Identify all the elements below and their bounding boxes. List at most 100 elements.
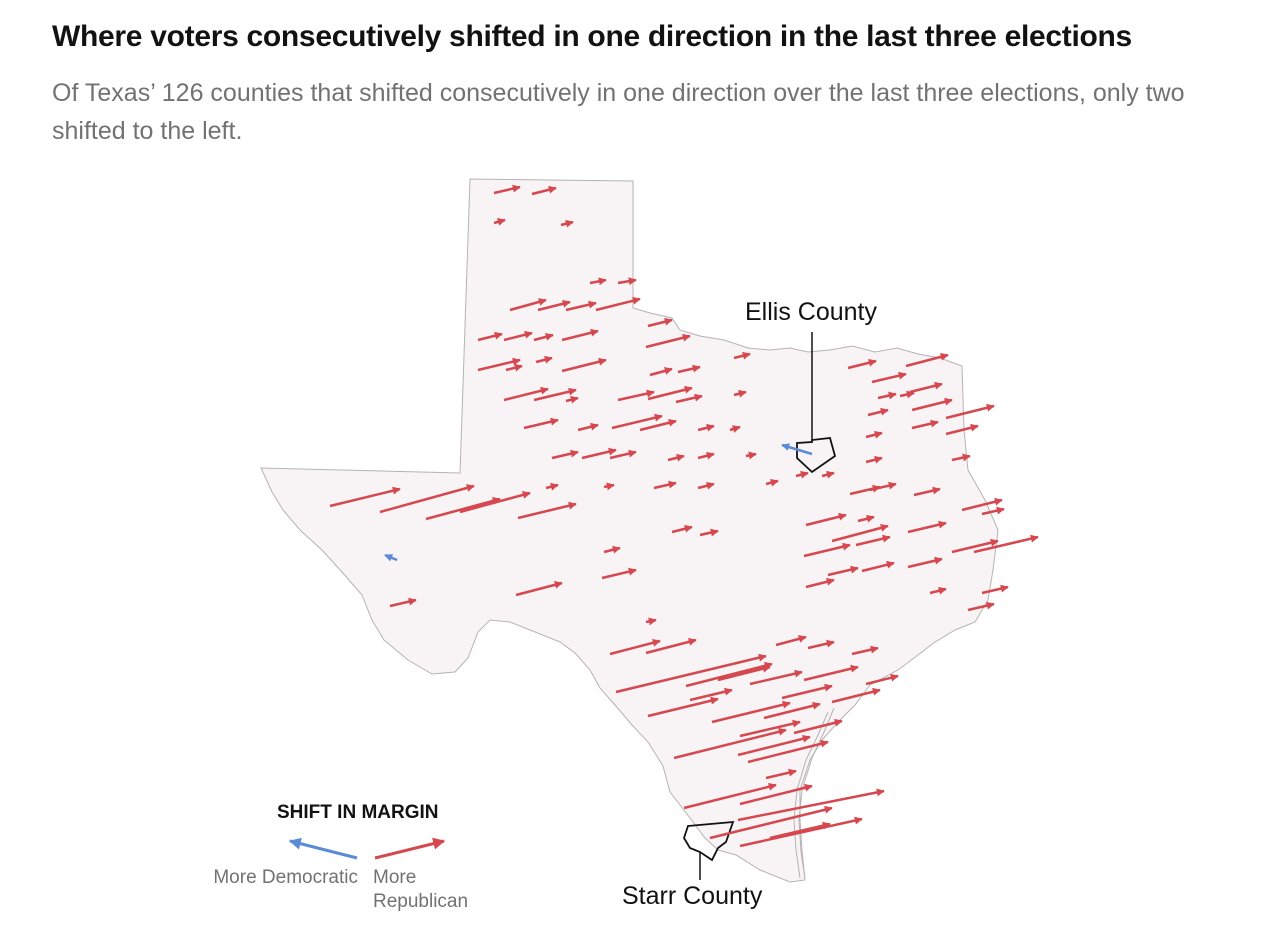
shift-arrow-republican bbox=[671, 524, 693, 534]
shift-arrow-republican bbox=[503, 330, 533, 342]
shift-arrow-republican bbox=[645, 637, 697, 655]
shift-arrow-republican bbox=[765, 768, 797, 780]
shift-arrow-republican bbox=[561, 328, 599, 342]
shift-arrow-republican bbox=[739, 816, 863, 848]
shift-arrow-republican bbox=[827, 565, 859, 577]
shift-arrow-republican bbox=[981, 584, 1009, 595]
shift-arrow-republican bbox=[617, 389, 655, 402]
shift-arrow-republican bbox=[677, 364, 701, 374]
shift-arrow-republican bbox=[689, 687, 733, 702]
ellis-county-label: Ellis County bbox=[745, 298, 877, 326]
shift-arrow-republican bbox=[803, 542, 851, 558]
shift-arrow-republican bbox=[523, 417, 559, 430]
shift-arrow-republican bbox=[929, 586, 947, 595]
shift-arrow-republican bbox=[673, 727, 787, 760]
shift-arrow-republican bbox=[565, 300, 597, 312]
shift-arrow-republican bbox=[697, 451, 715, 460]
shift-arrow-republican bbox=[581, 447, 617, 460]
shift-arrow-republican bbox=[601, 567, 637, 580]
shift-arrow-republican bbox=[639, 418, 677, 432]
shift-arrow-republican bbox=[699, 528, 719, 537]
shift-arrow-republican bbox=[775, 634, 807, 647]
shift-arrow-democratic bbox=[781, 443, 813, 456]
shift-arrow-republican bbox=[603, 545, 621, 554]
shift-arrow-republican bbox=[865, 673, 899, 686]
shift-arrow-republican bbox=[717, 664, 771, 682]
texas-outline bbox=[260, 178, 999, 883]
shift-arrow-republican bbox=[781, 683, 833, 700]
shift-arrow-republican bbox=[560, 219, 574, 228]
shift-arrow-republican bbox=[329, 486, 401, 508]
shift-arrow-republican bbox=[609, 449, 637, 460]
shift-arrow-republican bbox=[739, 783, 813, 806]
shift-arrow-republican bbox=[951, 453, 971, 462]
shift-arrow-republican bbox=[795, 470, 809, 479]
shift-arrow-republican bbox=[831, 523, 889, 543]
shift-arrow-republican bbox=[493, 184, 521, 195]
shift-arrow-republican bbox=[861, 560, 895, 573]
shift-arrow-republican bbox=[697, 481, 715, 490]
shift-arrow-republican bbox=[945, 423, 979, 436]
shift-arrow-republican bbox=[951, 538, 999, 554]
shift-arrow-republican bbox=[981, 506, 1005, 516]
shift-arrow-republican bbox=[685, 661, 773, 688]
shift-arrow-republican bbox=[831, 687, 881, 704]
shift-arrow-republican bbox=[855, 534, 891, 547]
shift-arrow-republican bbox=[617, 277, 637, 286]
shift-arrow-republican bbox=[595, 296, 641, 312]
shift-arrow-republican bbox=[561, 357, 607, 373]
shift-arrow-republican bbox=[425, 497, 501, 521]
shift-arrow-republican bbox=[545, 482, 559, 491]
shift-arrow-republican bbox=[505, 363, 523, 372]
shift-arrow-republican bbox=[477, 331, 503, 342]
shift-arrow-republican bbox=[737, 788, 885, 822]
shift-arrow-republican bbox=[973, 534, 1039, 554]
shift-arrow-republican bbox=[733, 389, 747, 398]
shift-arrow-republican bbox=[697, 423, 715, 432]
shift-arrow-republican bbox=[577, 422, 599, 432]
shift-arrow-republican bbox=[647, 317, 673, 328]
shift-arrow-republican bbox=[749, 669, 803, 686]
shift-arrow-republican bbox=[909, 381, 943, 394]
shift-arrow-republican bbox=[533, 387, 577, 402]
shift-arrow-republican bbox=[477, 357, 521, 372]
shift-arrow-republican bbox=[535, 355, 553, 364]
shift-arrow-republican bbox=[805, 512, 847, 527]
legend-democratic-label: More Democratic bbox=[213, 867, 358, 888]
shift-arrow-republican bbox=[765, 478, 779, 487]
shift-arrow-republican bbox=[857, 514, 875, 523]
shift-arrow-republican bbox=[589, 277, 607, 286]
shift-arrow-republican bbox=[907, 520, 947, 534]
shift-arrow-democratic bbox=[384, 553, 398, 562]
shift-arrow-republican bbox=[729, 425, 741, 433]
shift-arrow-republican bbox=[667, 453, 685, 462]
shift-arrow-republican bbox=[737, 734, 811, 757]
shift-arrow-republican bbox=[967, 601, 995, 612]
shift-arrow-republican bbox=[907, 556, 943, 569]
shift-arrow-republican bbox=[711, 700, 791, 724]
shift-arrow-republican bbox=[645, 617, 657, 626]
shift-arrow-republican bbox=[747, 739, 829, 764]
shift-arrows bbox=[329, 184, 1039, 848]
shift-arrow-republican bbox=[913, 486, 941, 497]
shift-arrow-republican bbox=[821, 470, 835, 479]
shift-arrow-republican bbox=[745, 451, 757, 460]
shift-arrow-republican bbox=[769, 821, 831, 840]
shift-arrow-republican bbox=[865, 430, 883, 439]
shift-arrow-republican bbox=[911, 419, 939, 430]
shift-arrow-republican bbox=[683, 782, 777, 810]
chart-subtitle: Of Texas’ 126 counties that shifted cons… bbox=[52, 79, 1185, 145]
shift-arrow-republican bbox=[551, 449, 579, 460]
shift-arrow-republican bbox=[389, 597, 417, 608]
shift-arrow-republican bbox=[847, 358, 877, 370]
shift-arrow-republican bbox=[531, 185, 557, 196]
shift-arrow-republican bbox=[515, 580, 563, 597]
shift-arrow-republican bbox=[609, 638, 661, 656]
legend-democratic-arrow bbox=[288, 837, 358, 860]
ellis-county-outline bbox=[796, 437, 837, 474]
shift-arrow-republican bbox=[517, 501, 577, 520]
shift-arrow-republican bbox=[653, 480, 677, 490]
legend-republican-label: More Republican bbox=[373, 867, 469, 912]
shift-arrow-republican bbox=[503, 386, 549, 402]
